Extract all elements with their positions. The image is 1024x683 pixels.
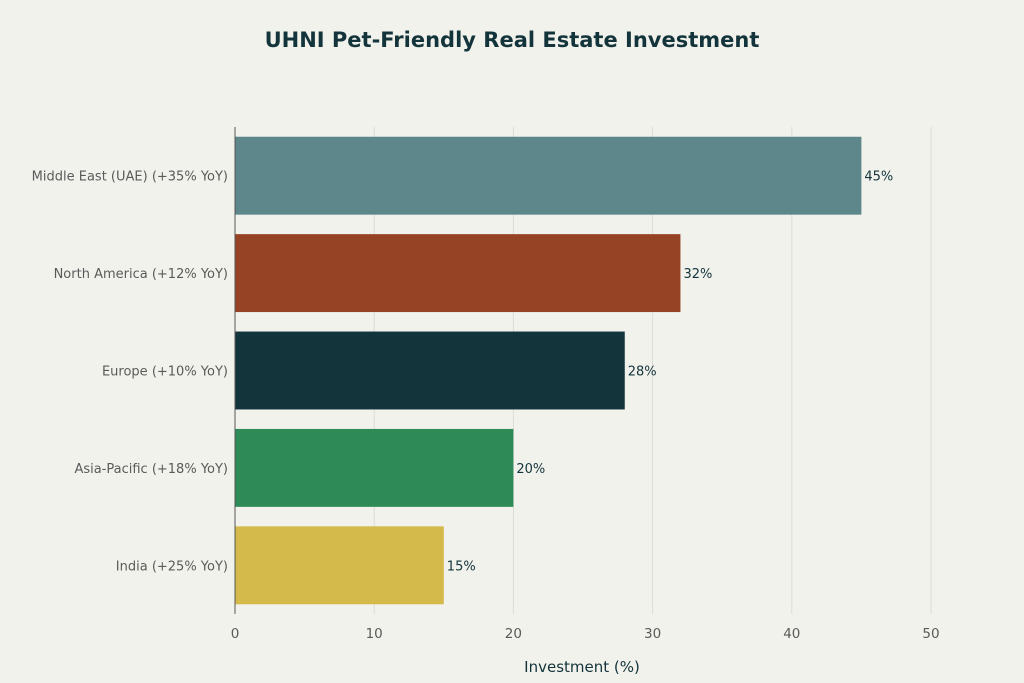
axes: 0 10 20 30 40 50 Middle East (UAE) (+35% YoY) N…: [32, 127, 940, 642]
chart-title: UHNI Pet-Friendly Real Estate Investment: [264, 28, 760, 52]
bar: [235, 136, 862, 215]
bar: [235, 331, 625, 410]
data-label: 45%: [864, 170, 893, 185]
bar: [235, 526, 444, 605]
x-axis-title: Investment (%): [524, 658, 640, 676]
bars: 45% 32% 28% 20% 15%: [235, 136, 893, 605]
x-tick-label: 0: [231, 626, 240, 642]
data-label: 28%: [628, 365, 657, 380]
category-label: Asia-Pacific (+18% YoY): [74, 462, 228, 477]
x-tick-label: 30: [644, 626, 661, 642]
category-label: North America (+12% YoY): [54, 267, 228, 282]
data-label: 32%: [683, 267, 712, 282]
category-label: Europe (+10% YoY): [102, 365, 228, 380]
data-label: 15%: [447, 559, 476, 574]
bar: [235, 428, 514, 507]
data-label: 20%: [516, 462, 545, 477]
bar: [235, 234, 681, 313]
x-tick-label: 50: [922, 626, 939, 642]
x-tick-label: 10: [366, 626, 383, 642]
x-tick-label: 20: [505, 626, 522, 642]
x-tick-label: 40: [783, 626, 800, 642]
category-label: India (+25% YoY): [116, 559, 228, 574]
category-label: Middle East (UAE) (+35% YoY): [32, 170, 228, 185]
